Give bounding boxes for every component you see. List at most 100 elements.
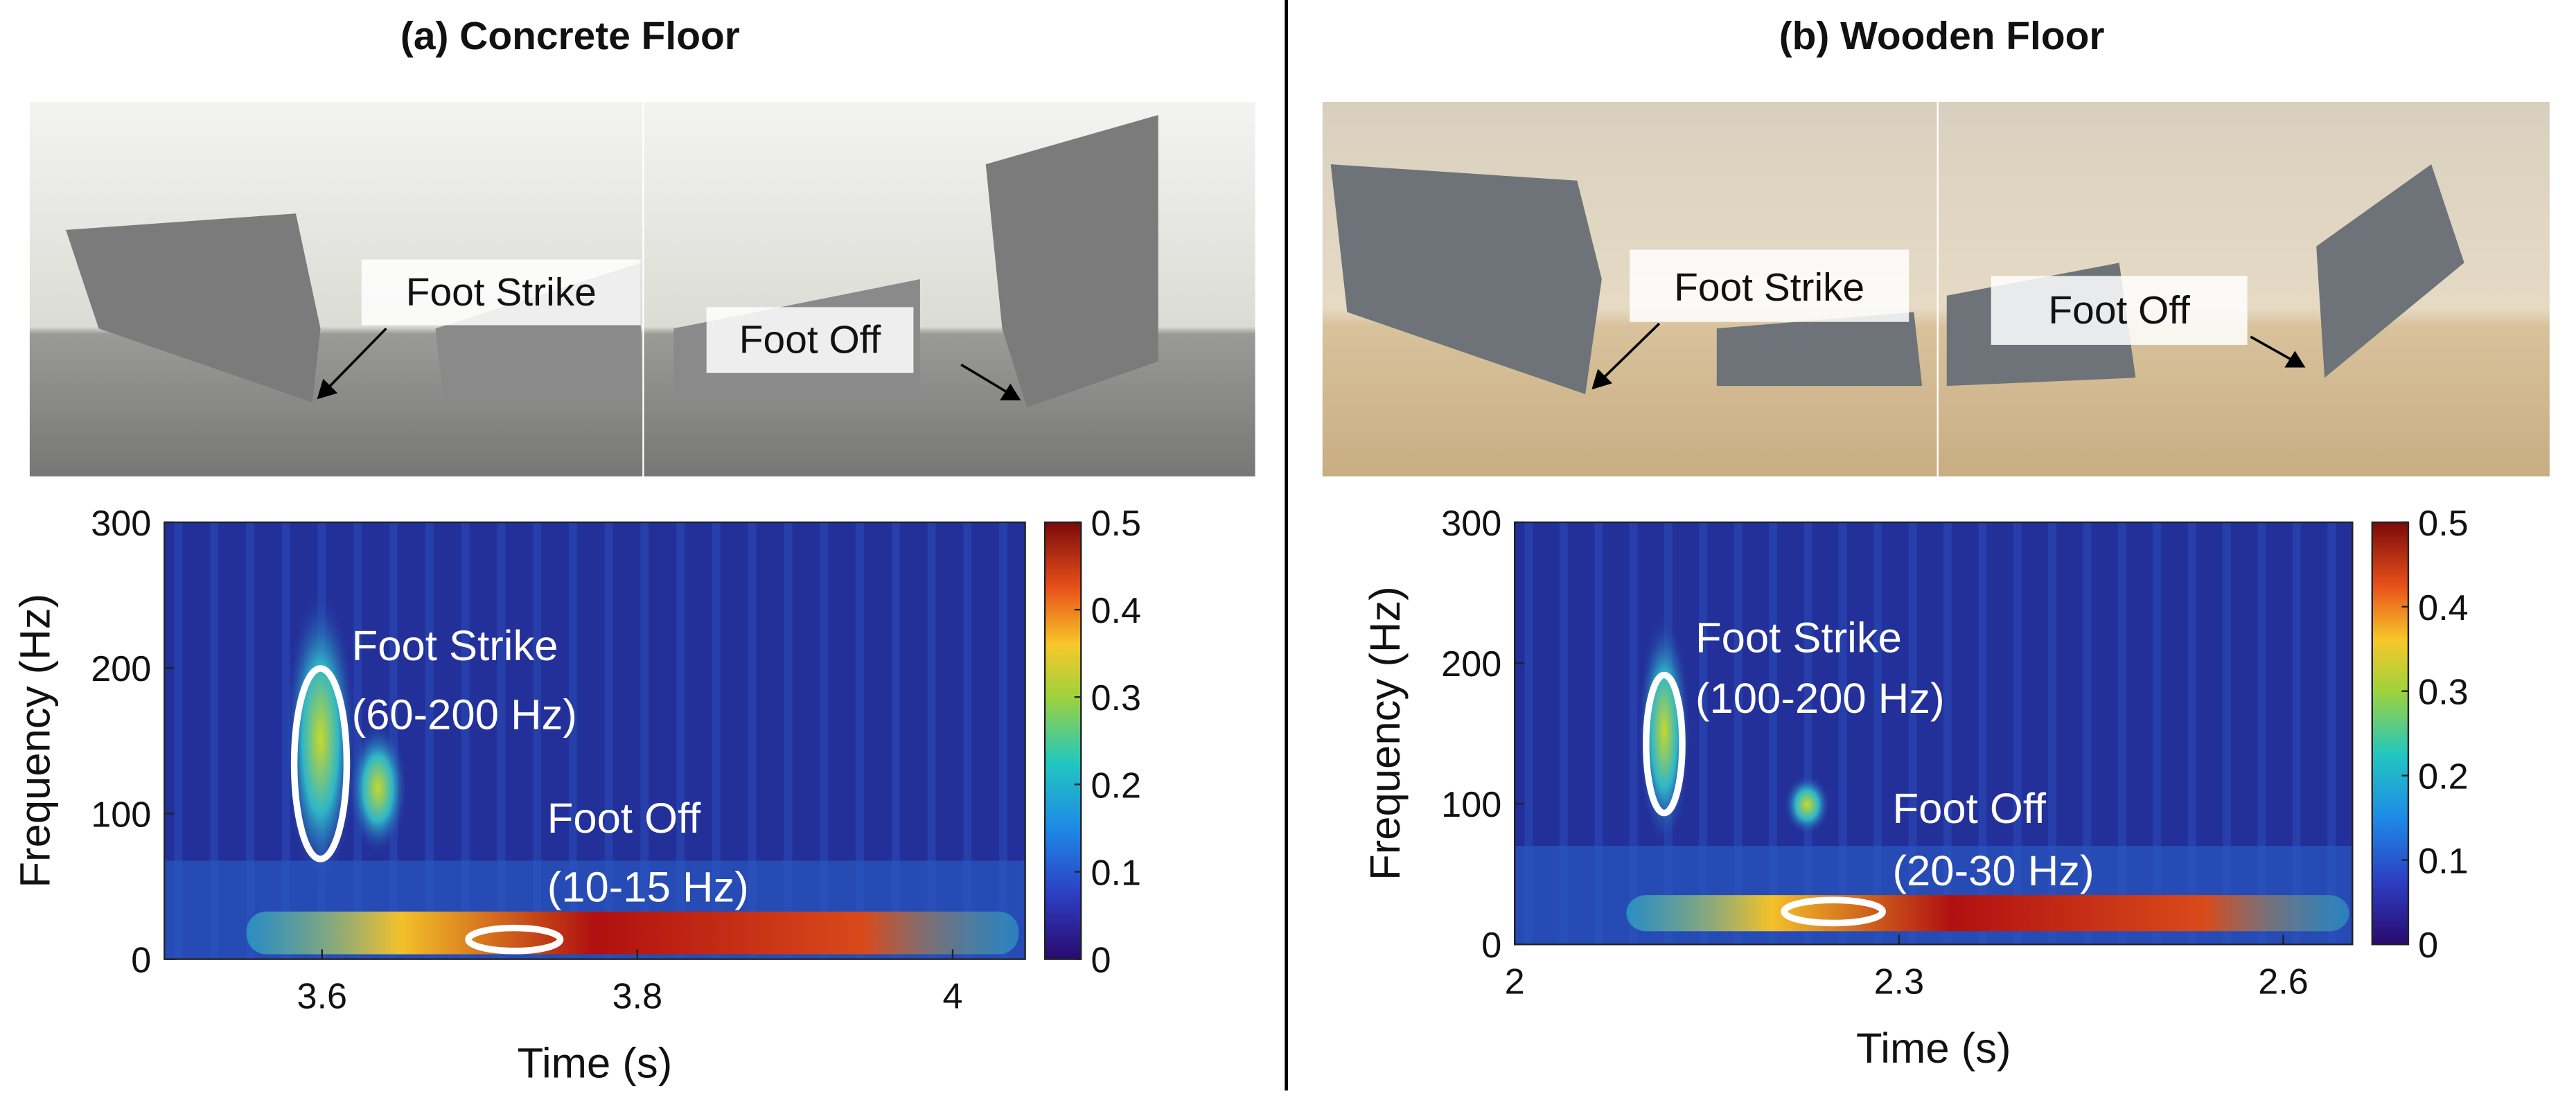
- spectrogram-streak: [1943, 522, 1952, 945]
- spectrogram-streak: [246, 522, 254, 959]
- spectrogram-streak: [748, 522, 757, 959]
- shoe: [2316, 164, 2464, 378]
- photo-label: Foot Strike: [1674, 265, 1864, 310]
- colorbar-tick-label: 0.1: [1091, 853, 1141, 893]
- spectrogram-streak: [1524, 522, 1533, 945]
- colorbar-tick-label: 0.1: [2418, 841, 2469, 881]
- spectrogram-streak: [1733, 522, 1743, 945]
- y-axis-label: Frequency (Hz): [1361, 586, 1409, 880]
- spectrogram-streak: [2117, 522, 2126, 945]
- spectrogram-streak: [568, 522, 577, 959]
- highlight-ellipse: [290, 665, 351, 862]
- label-box: [361, 259, 641, 326]
- spectrogram-streak: [1838, 522, 1847, 945]
- panel-title: (b) Wooden Floor: [1779, 14, 2105, 58]
- y-tick-label: 200: [1441, 644, 1501, 684]
- annotation: Foot Off: [547, 795, 701, 842]
- spectrogram-streak: [999, 522, 1007, 959]
- y-tick-label: 0: [131, 941, 151, 981]
- spectrogram-streak: [425, 522, 434, 959]
- annotation: Foot Strike: [1695, 614, 1902, 662]
- shoe: [1330, 164, 1602, 395]
- y-tick-label: 200: [91, 649, 151, 689]
- y-tick-label: 100: [91, 795, 151, 835]
- spectrogram-streak: [2327, 522, 2336, 945]
- x-tick-label: 2.6: [2258, 962, 2309, 1002]
- shoe: [66, 213, 321, 402]
- spectrogram-streak: [927, 522, 936, 959]
- spectrogram-streak: [963, 522, 972, 959]
- x-tick-label: 3.8: [612, 977, 663, 1017]
- spectrogram-streak: [461, 522, 470, 959]
- panel-title: (a) Concrete Floor: [400, 14, 740, 58]
- spectrogram-streak: [891, 522, 900, 959]
- spectrogram-streak: [1873, 522, 1882, 945]
- annotation: Foot Strike: [352, 622, 558, 670]
- panel: (a) Concrete Floor Foot Strike Foot Off Foo…: [11, 14, 1141, 1087]
- colorbar-tick-label: 0: [2418, 926, 2438, 966]
- highlight-ellipse: [465, 924, 564, 955]
- spectrogram-streak: [2292, 522, 2301, 945]
- annotation: (20-30 Hz): [1892, 847, 2094, 895]
- spectrogram-streak: [1978, 522, 1987, 945]
- spectrogram-band: [1626, 895, 2349, 932]
- spectrogram-streak: [1699, 522, 1708, 945]
- spectrogram-streak: [604, 522, 613, 959]
- spectrogram-streak: [210, 522, 219, 959]
- spectrogram-streak: [712, 522, 721, 959]
- colorbar-tick-label: 0.2: [1091, 765, 1141, 806]
- colorbar: [2371, 521, 2410, 946]
- spectrogram-streak: [2048, 522, 2056, 945]
- shoe: [1716, 312, 1923, 387]
- panel: (b) Wooden Floor Foot Strike Foot Off Foot …: [1361, 14, 2468, 1072]
- spectrogram-band: [246, 911, 1019, 955]
- spectrogram-streak: [497, 522, 506, 959]
- arrows: [317, 322, 2306, 400]
- colorbar-tick-label: 0.4: [2418, 588, 2469, 628]
- colorbar: [1043, 521, 1082, 960]
- shoe: [985, 114, 1158, 407]
- label-box: [706, 307, 914, 373]
- photo-label: Foot Off: [739, 318, 881, 362]
- spectrogram-streak: [640, 522, 649, 959]
- spectrogram-streak: [2013, 522, 2022, 945]
- annotation: (10-15 Hz): [547, 864, 749, 912]
- y-tick-label: 0: [1481, 926, 1501, 966]
- photo-label: Foot Strike: [406, 270, 597, 315]
- plot-frame: [1514, 521, 2354, 946]
- spectrogram-streak: [2257, 522, 2266, 945]
- colorbar-tick-label: 0.3: [1091, 678, 1141, 718]
- spectrogram-streak: [174, 522, 183, 959]
- spectrogram-streak: [856, 522, 864, 959]
- photos: [29, 101, 2550, 477]
- spectrogram-streak: [1559, 522, 1568, 945]
- spectrogram-streak: [2083, 522, 2092, 945]
- photo: [644, 101, 1255, 477]
- spectrogram-streak: [784, 522, 793, 959]
- x-tick-label: 3.6: [297, 977, 348, 1017]
- x-tick-label: 4: [942, 977, 962, 1017]
- x-axis-label: Time (s): [1856, 1025, 2011, 1072]
- spectrogram-streak: [1594, 522, 1603, 945]
- x-tick-label: 2: [1505, 962, 1525, 1002]
- spectrogram-streak: [820, 522, 829, 959]
- spectrogram-streak: [1908, 522, 1917, 945]
- colorbar-tick-label: 0.4: [1091, 591, 1141, 631]
- annotation: Foot Off: [1892, 785, 2046, 833]
- y-tick-label: 100: [1441, 785, 1501, 825]
- label-box: [1991, 276, 2248, 345]
- highlight-ellipse: [1643, 671, 1686, 817]
- spectrogram-hotspot: [1784, 775, 1830, 835]
- colorbar-tick-label: 0.3: [2418, 673, 2469, 713]
- spectrogram-streak: [1629, 522, 1638, 945]
- spectrogram-streak: [676, 522, 685, 959]
- x-axis-label: Time (s): [518, 1039, 673, 1087]
- photo-label: Foot Off: [2048, 288, 2190, 333]
- spectrogram-streak: [2223, 522, 2231, 945]
- colorbar-tick-label: 0.5: [2418, 504, 2469, 544]
- spectrogram-streak: [533, 522, 542, 959]
- label-box: [1630, 249, 1909, 322]
- annotation: (60-200 Hz): [352, 691, 577, 739]
